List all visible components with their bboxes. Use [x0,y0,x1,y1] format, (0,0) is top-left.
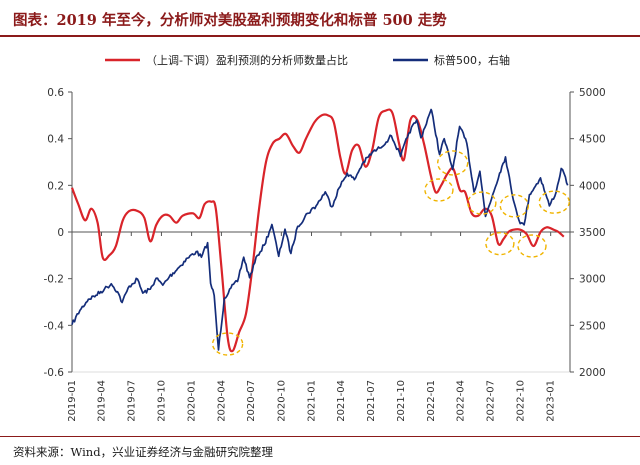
x-tick-label: 2020-01 [187,380,198,422]
legend-label-sp500: 标普500，右轴 [434,53,510,67]
y-right-tick-label: 2000 [579,367,606,379]
y-right-tick-label: 3000 [579,274,606,286]
annotation-ellipse [467,191,497,215]
chart-series [70,108,569,353]
source-bar: 资料来源：Wind，兴业证券经济与金融研究院整理 [0,436,640,465]
x-tick-label: 2019-01 [67,380,78,422]
annotation-ellipse [211,332,244,356]
y-left-tick-label: -0.2 [44,274,65,286]
y-right-tick-label: 4500 [579,134,606,146]
y-right-tick-label: 5000 [579,87,606,99]
chart-axes: 0.6 0.4 0.2 0 -0.2 -0.4 -0.6 5000 4500 4000 3500 30… [44,87,606,422]
x-tick-label: 2019-04 [96,380,107,422]
x-tick-label: 2020-04 [216,380,227,422]
annotation-ellipse [424,178,454,202]
x-tick-label: 2019-07 [126,380,137,422]
x-tick-label: 2022-01 [426,380,437,422]
y-left-tick-label: 0.4 [47,134,64,146]
page-title: 图表：2019 年至今，分析师对美股盈利预期变化和标普 500 走势 [13,12,447,29]
x-tick-label: 2019-10 [156,380,167,422]
y-right-tick-label: 4000 [579,180,606,192]
y-right-tick-label: 2500 [579,320,606,332]
x-tick-label: 2023-01 [546,380,557,422]
y-right-tick-label: 3500 [579,227,606,239]
sp500-line [71,108,569,351]
x-tick-label: 2020-07 [246,380,257,422]
x-tick-label: 2022-04 [456,380,467,422]
y-left-tick-label: 0.2 [47,180,64,192]
legend-label-eps-revision: （上调-下调）盈利预测的分析师数量占比 [146,53,348,67]
y-left-tick-label: 0 [57,227,64,239]
x-tick-label: 2021-04 [336,380,347,422]
annotation-ellipse [538,190,570,214]
eps-revision-line [70,108,565,353]
annotation-ellipse [499,194,530,218]
chart-annotations [211,150,570,356]
title-bar: 图表：2019 年至今，分析师对美股盈利预期变化和标普 500 走势 [0,0,640,37]
x-tick-label: 2021-01 [306,380,317,422]
chart-legend: （上调-下调）盈利预测的分析师数量占比 标普500，右轴 [105,53,510,67]
x-tick-label: 2022-10 [516,380,527,422]
annotation-ellipse [485,231,515,256]
x-tick-label: 2020-10 [276,380,287,422]
x-tick-label: 2021-10 [396,380,407,422]
x-tick-label: 2021-07 [366,380,377,422]
x-tick-label: 2022-07 [485,380,496,422]
y-left-tick-label: 0.6 [47,87,64,99]
chart: 0.6 0.4 0.2 0 -0.2 -0.4 -0.6 5000 4500 4000 3500 30… [44,53,606,422]
source-note: 资料来源：Wind，兴业证券经济与金融研究院整理 [13,445,274,459]
annotation-ellipse [437,150,469,176]
y-left-tick-label: -0.6 [44,367,65,379]
y-left-tick-label: -0.4 [44,320,65,332]
annotation-ellipse [517,234,547,258]
